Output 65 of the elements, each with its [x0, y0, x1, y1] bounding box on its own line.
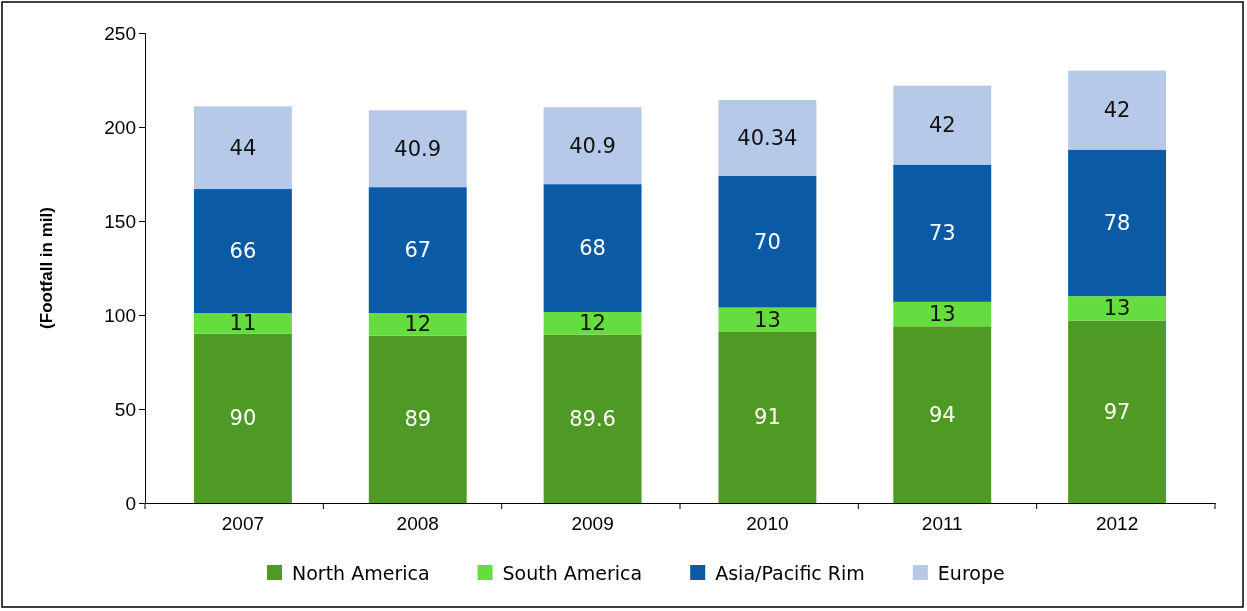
y-tick-label: 200: [104, 116, 136, 138]
bar: [193, 313, 292, 334]
x-tick-label: 2010: [746, 513, 789, 535]
data-label: 40.9: [569, 133, 616, 158]
data-label: 70: [754, 229, 781, 254]
x-tick-label: 2008: [396, 513, 439, 535]
bar: [718, 307, 817, 332]
data-label: 68: [579, 236, 606, 261]
bar: [543, 334, 642, 503]
y-tick-label: 100: [104, 304, 136, 326]
bar: [543, 311, 642, 335]
bar: [1068, 70, 1167, 150]
bar: [718, 331, 817, 503]
data-label: 67: [404, 238, 432, 263]
bar: [718, 100, 817, 176]
bar: [543, 107, 642, 185]
data-label: 40.9: [394, 136, 442, 161]
data-label: 91: [754, 405, 781, 430]
x-tick-label: 2011: [921, 513, 963, 535]
data-label: 89: [404, 407, 432, 432]
bar: [1068, 296, 1167, 321]
legend-label: South America: [502, 562, 643, 584]
bar: [893, 164, 992, 302]
data-label: 11: [229, 311, 257, 336]
bar: [193, 189, 292, 314]
y-tick-label: 50: [114, 398, 136, 420]
data-label: 78: [1103, 210, 1131, 235]
legend-label: Europe: [937, 562, 1005, 584]
data-label: 42: [1103, 98, 1131, 123]
data-label: 73: [928, 221, 956, 246]
data-label: 12: [579, 311, 606, 336]
data-label: 42: [928, 113, 956, 138]
bar: [893, 301, 992, 327]
bar: [193, 333, 292, 503]
data-label: 40.34: [737, 125, 798, 150]
data-label: 94: [928, 402, 956, 427]
legend-label: Asia/Pacific Rim: [715, 562, 865, 584]
x-tick-label: 2012: [1095, 513, 1139, 535]
y-tick-label: 150: [104, 210, 136, 232]
data-label: 13: [1103, 296, 1131, 321]
x-tick-label: 2007: [221, 513, 265, 535]
data-label: 89.6: [569, 406, 616, 431]
bar: [368, 187, 467, 314]
bar: [368, 110, 467, 188]
bar: [718, 175, 817, 308]
data-label: 97: [1103, 399, 1131, 424]
y-tick-label: 250: [104, 22, 136, 44]
data-label: 12: [404, 312, 432, 337]
bar: [193, 106, 292, 190]
y-tick-label: 0: [125, 492, 136, 514]
bar: [1068, 320, 1167, 503]
bar: [368, 313, 467, 336]
data-label: 66: [229, 239, 257, 264]
bar: [893, 326, 992, 503]
data-label: 44: [229, 135, 257, 160]
bar: [368, 335, 467, 503]
x-tick-label: 2009: [571, 513, 614, 535]
bar: [893, 85, 992, 165]
data-label: 13: [754, 307, 781, 332]
data-label: 90: [229, 406, 257, 431]
legend-label: North America: [292, 562, 430, 584]
y-axis-title: (Footfall in mil): [37, 207, 56, 329]
bar: [543, 184, 642, 312]
data-label: 13: [928, 302, 956, 327]
bar: [1068, 149, 1167, 297]
